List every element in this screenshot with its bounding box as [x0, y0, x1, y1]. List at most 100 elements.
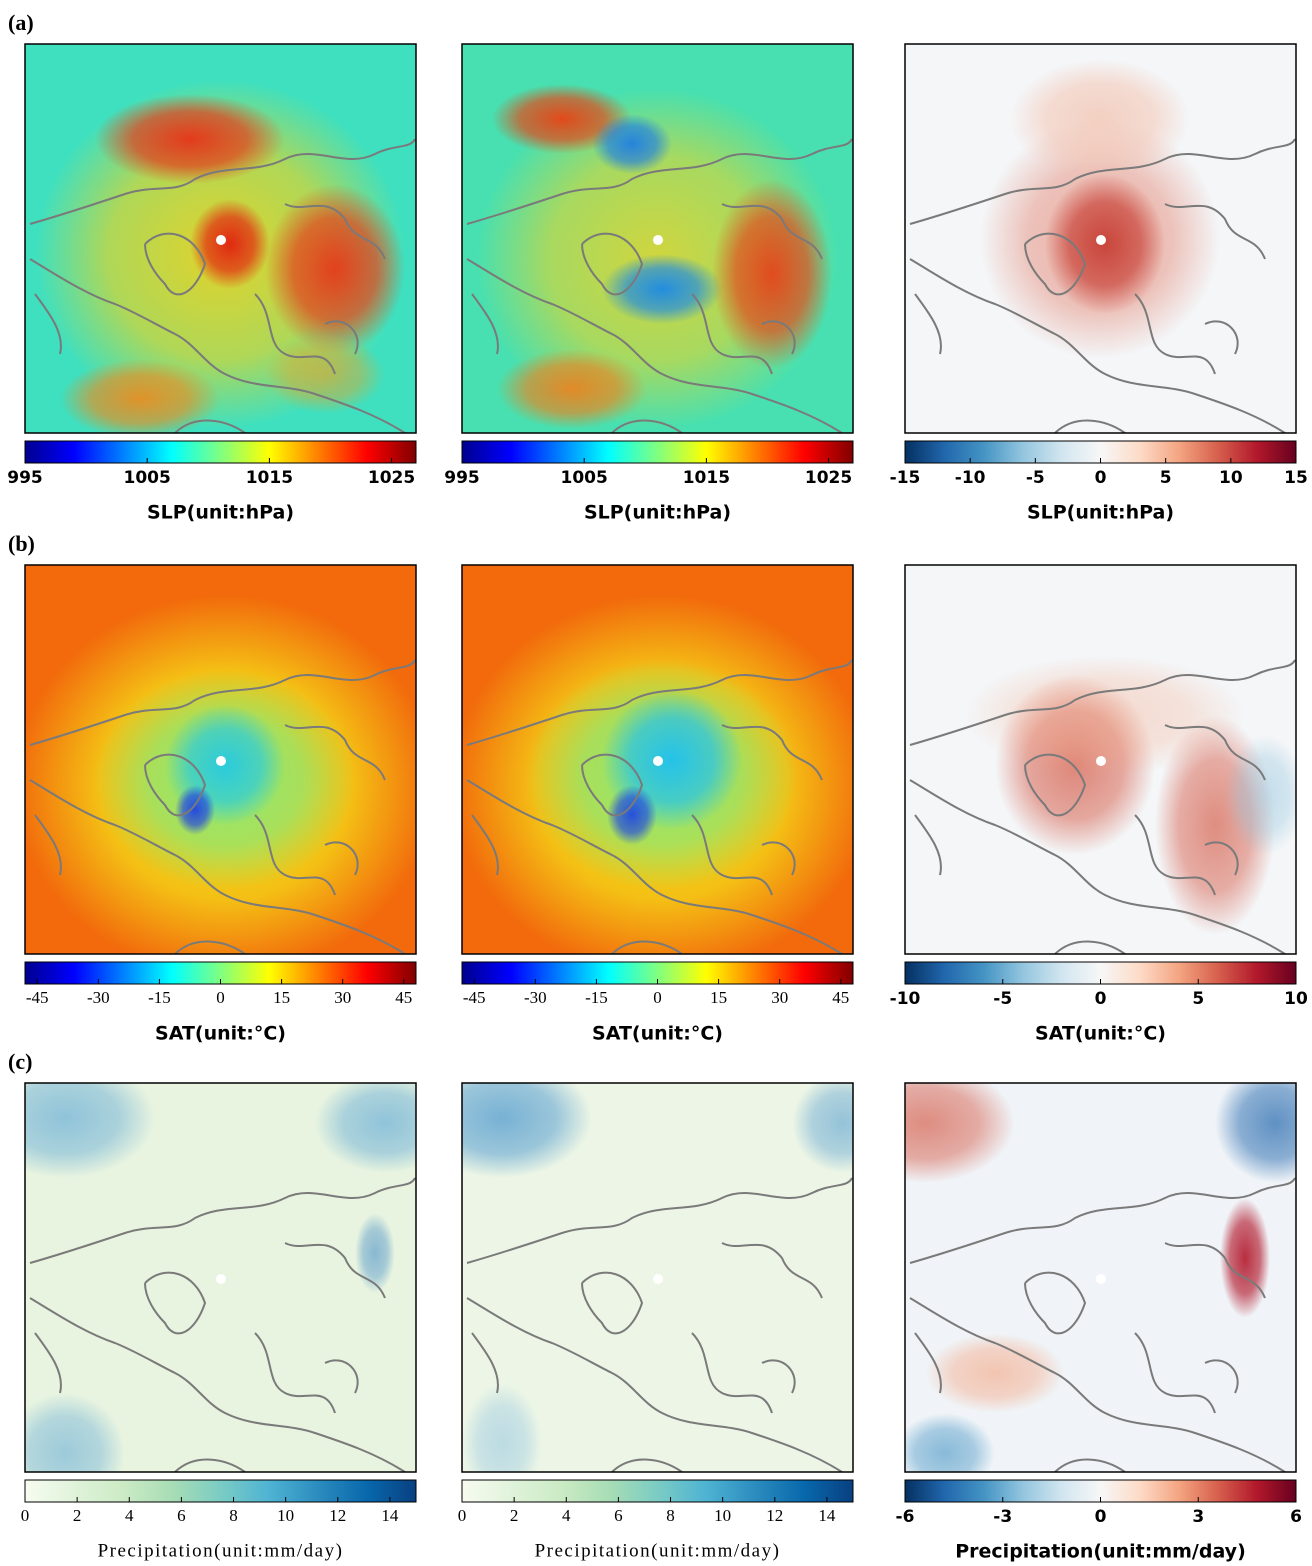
- north-pole: [216, 235, 226, 245]
- colorbar-tick-label: -15: [890, 468, 921, 488]
- colorbar-tick-label: 6: [1290, 1507, 1302, 1527]
- colorbar: [462, 1480, 853, 1502]
- field-blob: [835, 1063, 1015, 1183]
- colorbar-tick-label: 1025: [805, 468, 852, 488]
- field-blob: [95, 94, 285, 184]
- colorbar-tick-label: 0: [1095, 989, 1107, 1009]
- row-label: (c): [8, 1049, 32, 1074]
- colorbar-tick-label: 995: [7, 468, 43, 488]
- field-blob: [265, 334, 385, 414]
- map-panel: [0, 1058, 455, 1513]
- colorbar-tick-label: 0: [653, 988, 662, 1007]
- field-blob: [355, 1213, 395, 1293]
- colorbar-tick-label: 6: [177, 1506, 186, 1525]
- north-pole: [216, 756, 226, 766]
- field-blob: [412, 1058, 592, 1178]
- row-label: (a): [8, 10, 34, 35]
- colorbar-tick-label: 995: [444, 468, 480, 488]
- colorbar-tick-label: 0: [216, 988, 225, 1007]
- map-panel: [905, 44, 1296, 433]
- north-pole: [1096, 756, 1106, 766]
- colorbar-tick-label: 5: [1192, 989, 1204, 1009]
- colorbar-label: Precipitation(unit:mm/day): [535, 1540, 781, 1561]
- colorbar-tick-label: 0: [1095, 1507, 1107, 1527]
- map-panel: [25, 44, 416, 439]
- map-panel: [462, 44, 853, 433]
- colorbar-tick-label: 12: [766, 1506, 783, 1525]
- colorbar-tick-label: 15: [1284, 468, 1308, 488]
- field-blob: [792, 1073, 892, 1173]
- map-panel: [412, 1058, 892, 1503]
- colorbar-label: SLP(unit:hPa): [1027, 502, 1174, 524]
- north-pole: [1096, 1274, 1106, 1284]
- field-blob: [497, 349, 647, 429]
- colorbar-tick-label: -5: [1026, 468, 1045, 488]
- colorbar-tick-label: -45: [26, 988, 49, 1007]
- colorbar: [462, 441, 853, 463]
- colorbar-label: SAT(unit:°C): [1035, 1023, 1166, 1045]
- north-pole: [653, 1274, 663, 1284]
- colorbar-tick-label: 15: [710, 988, 727, 1007]
- colorbar-label: SLP(unit:hPa): [147, 502, 294, 524]
- colorbar-label: Precipitation(unit:mm/day): [955, 1541, 1246, 1563]
- colorbar-tick-label: 1025: [368, 468, 415, 488]
- figure: (a)(b)(c)995100510151025SLP(unit:hPa)995…: [0, 0, 1312, 1566]
- colorbar-tick-label: -45: [463, 988, 486, 1007]
- field-blob: [60, 359, 220, 439]
- field-blob: [592, 114, 672, 174]
- colorbar-tick-label: -5: [993, 989, 1012, 1009]
- colorbar-tick-label: 1015: [246, 468, 293, 488]
- north-pole: [1096, 235, 1106, 245]
- row-label: (b): [8, 531, 35, 556]
- colorbar-label: SAT(unit:°C): [155, 1023, 286, 1045]
- colorbar-tick-label: 15: [273, 988, 290, 1007]
- colorbar-label: SLP(unit:hPa): [584, 502, 731, 524]
- colorbar-tick-label: -15: [585, 988, 608, 1007]
- colorbar-label: SAT(unit:°C): [592, 1023, 723, 1045]
- colorbar-tick-label: 0: [21, 1506, 30, 1525]
- field-blob: [190, 199, 270, 289]
- north-pole: [653, 756, 663, 766]
- colorbar-label: Precipitation(unit:mm/day): [98, 1540, 344, 1561]
- colorbar-tick-label: -10: [890, 989, 921, 1009]
- map-panel: [835, 1063, 1312, 1493]
- colorbar-tick-label: 1005: [124, 468, 171, 488]
- colorbar-tick-label: 14: [381, 1506, 399, 1525]
- north-pole: [216, 1274, 226, 1284]
- colorbar-tick-label: 0: [458, 1506, 467, 1525]
- field-blob: [315, 1073, 455, 1173]
- colorbar-tick-label: 8: [666, 1506, 675, 1525]
- colorbar-tick-label: 10: [1284, 989, 1308, 1009]
- colorbar-tick-label: -30: [87, 988, 110, 1007]
- colorbar-tick-label: 4: [562, 1506, 571, 1525]
- colorbar-tick-label: 2: [510, 1506, 519, 1525]
- colorbar-tick-label: 30: [334, 988, 351, 1007]
- colorbar-tick-label: -10: [955, 468, 986, 488]
- colorbar-tick-label: 45: [832, 988, 849, 1007]
- colorbar: [25, 1480, 416, 1502]
- colorbar-tick-label: 10: [277, 1506, 294, 1525]
- colorbar-tick-label: 3: [1192, 1507, 1204, 1527]
- colorbar-tick-label: 1005: [561, 468, 608, 488]
- colorbar-tick-label: -3: [993, 1507, 1012, 1527]
- colorbar-tick-label: 1015: [683, 468, 730, 488]
- colorbar-tick-label: 2: [73, 1506, 82, 1525]
- colorbar-tick-label: 8: [229, 1506, 238, 1525]
- map-panel: [452, 565, 872, 975]
- colorbar-tick-label: 5: [1160, 468, 1172, 488]
- colorbar-tick-label: 45: [395, 988, 412, 1007]
- colorbar-tick-label: 6: [614, 1506, 623, 1525]
- colorbar-tick-label: -6: [896, 1507, 915, 1527]
- field-blob: [1220, 1198, 1270, 1318]
- field-blob: [925, 1333, 1065, 1413]
- colorbar-tick-label: 12: [329, 1506, 346, 1525]
- field-blob: [175, 785, 215, 835]
- colorbar-tick-label: -15: [148, 988, 171, 1007]
- colorbar-tick-label: 10: [714, 1506, 731, 1525]
- colorbar-tick-label: 30: [771, 988, 788, 1007]
- field-blob: [1225, 735, 1305, 855]
- colorbar-tick-label: 4: [125, 1506, 134, 1525]
- map-panel: [15, 565, 435, 975]
- map-panel: [905, 565, 1305, 954]
- colorbar: [25, 441, 416, 463]
